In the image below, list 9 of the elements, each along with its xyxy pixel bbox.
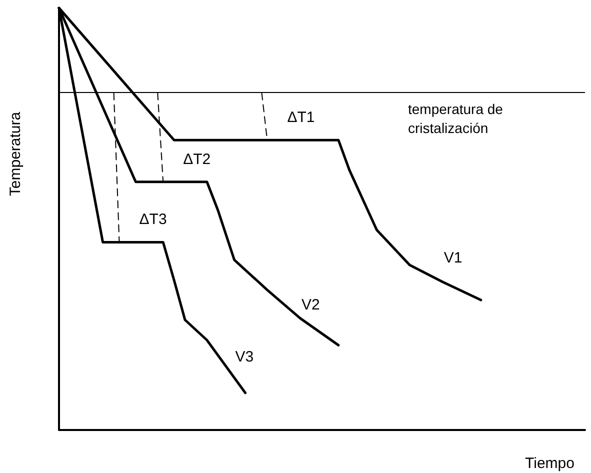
series-label: V2 (301, 296, 320, 314)
annotation: ΔT2 (183, 150, 211, 168)
y-axis-title: Temperatura (7, 111, 24, 196)
x-axis-title: Tiempo (525, 455, 574, 472)
annotation: ΔT1 (287, 109, 315, 126)
series-label: V3 (235, 348, 254, 366)
series-label: V1 (444, 250, 462, 267)
annotation: ΔT3 (139, 211, 167, 228)
ref-line-label: temperatura de cristalización (408, 100, 507, 136)
